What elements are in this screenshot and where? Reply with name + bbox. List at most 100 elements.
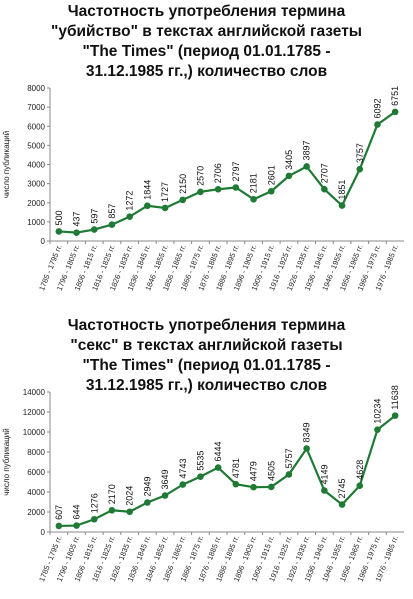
data-point xyxy=(214,464,222,471)
data-point xyxy=(126,213,133,220)
data-point xyxy=(144,499,151,506)
chart-1-title-line: Частотность употребления термина xyxy=(67,3,346,20)
data-point xyxy=(214,185,222,193)
y-tick-label: 0 xyxy=(41,528,46,537)
data-label: 1272 xyxy=(125,191,135,211)
y-tick-label: 5000 xyxy=(27,141,45,150)
chart-2-title-line: "секс" в текстах английской газеты xyxy=(70,337,343,354)
data-label: 644 xyxy=(72,505,82,520)
chart-2-title-line: 31.12.1985 гг.,) количество слов xyxy=(85,377,328,394)
data-point xyxy=(197,473,204,480)
y-tick-label: 6000 xyxy=(27,122,45,131)
data-label: 4628 xyxy=(355,460,365,480)
data-point xyxy=(285,471,293,478)
y-tick-label: 3000 xyxy=(27,180,45,189)
y-tick-label: 10000 xyxy=(23,428,46,437)
chart-2-title: Частотность употребления термина "секс" … xyxy=(7,316,407,396)
data-label: 8349 xyxy=(302,422,312,442)
data-point xyxy=(374,121,381,128)
chart-2: Частотность употребления термина "секс" … xyxy=(0,316,413,396)
data-point xyxy=(108,507,116,514)
data-point xyxy=(108,221,116,228)
data-point xyxy=(55,522,63,530)
data-label: 3649 xyxy=(160,469,170,489)
chart-1-title: Частотность употребления термина "убийст… xyxy=(7,2,407,82)
data-point xyxy=(303,445,310,452)
data-point xyxy=(338,501,346,508)
data-label: 5757 xyxy=(284,448,294,468)
data-point xyxy=(179,481,187,488)
data-label: 857 xyxy=(107,204,117,219)
chart-1-title-line: 31.12.1985 гг.,) количество слов xyxy=(85,63,328,80)
data-label: 6751 xyxy=(390,86,400,106)
data-point xyxy=(391,412,399,419)
y-tick-label: 1000 xyxy=(27,218,45,227)
data-label: 1844 xyxy=(142,180,152,200)
data-label: 2150 xyxy=(178,174,188,194)
data-label: 4479 xyxy=(249,461,259,481)
data-label: 4781 xyxy=(231,458,241,478)
y-axis-label: число публикаций xyxy=(2,131,11,199)
data-label: 10234 xyxy=(372,399,382,424)
y-tick-label: 2000 xyxy=(27,508,45,517)
data-point xyxy=(161,204,169,212)
data-point xyxy=(55,228,63,235)
data-label: 6092 xyxy=(372,98,382,118)
data-label: 2949 xyxy=(142,476,152,496)
data-label: 3757 xyxy=(355,143,365,163)
chart-1-title-line: "убийство" в текстах английской газеты xyxy=(50,23,363,40)
data-point xyxy=(90,515,98,523)
data-point xyxy=(285,172,293,180)
data-label: 4149 xyxy=(319,464,329,484)
data-point xyxy=(161,492,169,499)
chart-2-plot: число публикаций 0 2000 4000 6000 8000 10000 12… xyxy=(2,385,404,583)
data-label: 2707 xyxy=(319,163,329,183)
data-label: 2181 xyxy=(249,173,259,193)
data-point xyxy=(356,482,364,490)
y-tick-label: 6000 xyxy=(27,468,45,477)
data-point xyxy=(126,508,133,516)
data-label: 2706 xyxy=(213,163,223,183)
chart-2-title-line: Частотность употребления термина xyxy=(67,317,346,334)
data-point xyxy=(179,196,187,204)
data-label: 11638 xyxy=(390,385,400,409)
data-label: 500 xyxy=(54,210,64,225)
data-point xyxy=(250,195,257,203)
data-point xyxy=(144,202,151,210)
data-label: 5535 xyxy=(195,451,205,471)
chart-1-title-line: "The Times" (период 01.01.1785 - xyxy=(82,43,331,60)
data-label: 2745 xyxy=(337,479,347,499)
data-label: 3405 xyxy=(284,150,294,170)
y-tick-label: 8000 xyxy=(27,84,45,93)
data-point xyxy=(232,184,240,191)
y-tick-label: 0 xyxy=(41,237,46,246)
data-point xyxy=(356,165,364,173)
y-tick-label: 4000 xyxy=(27,161,45,170)
data-point xyxy=(250,483,257,491)
data-label: 597 xyxy=(89,209,99,224)
chart-2-title-line: "The Times" (период 01.01.1785 - xyxy=(82,357,331,374)
data-point xyxy=(267,187,275,195)
data-label: 607 xyxy=(54,505,64,520)
chart-1-plot: число публикаций 0 1000 2000 3000 4000 5000 600… xyxy=(2,84,404,292)
data-point xyxy=(197,188,204,196)
y-tick-label: 2000 xyxy=(27,199,45,208)
data-label: 3897 xyxy=(302,140,312,160)
data-label: 1727 xyxy=(160,182,170,202)
data-point xyxy=(391,108,399,116)
data-label: 4743 xyxy=(178,459,188,479)
data-point xyxy=(303,163,310,170)
y-tick-label: 14000 xyxy=(23,388,46,397)
y-tick-label: 4000 xyxy=(27,488,45,497)
data-point xyxy=(267,483,275,491)
data-point xyxy=(321,185,328,193)
data-label: 2797 xyxy=(231,161,241,181)
data-label: 6444 xyxy=(213,442,223,462)
data-point xyxy=(73,229,80,236)
data-label: 1851 xyxy=(337,180,347,200)
data-point xyxy=(374,426,381,433)
y-tick-label: 12000 xyxy=(23,408,46,417)
y-tick-label: 8000 xyxy=(27,448,45,457)
data-point xyxy=(73,522,80,529)
